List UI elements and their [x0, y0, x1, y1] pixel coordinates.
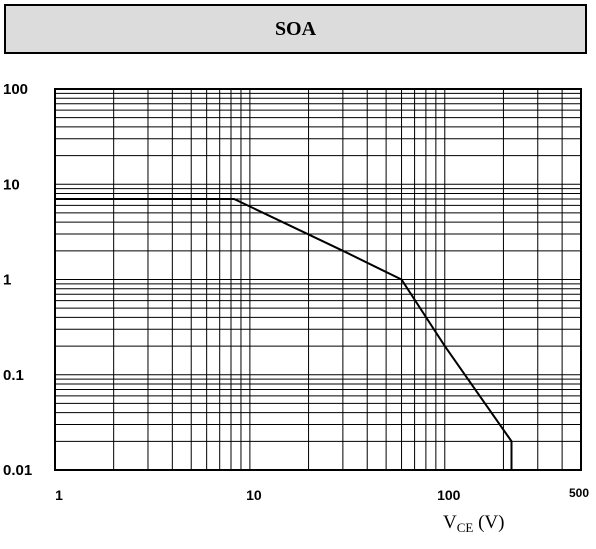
x-tick-label: 500 — [569, 486, 589, 500]
y-tick-labels: 100 10 1 0.1 0.01 — [3, 81, 32, 479]
y-tick-label: 0.1 — [3, 367, 24, 384]
x-tick-label: 10 — [246, 487, 262, 503]
chart-grid — [55, 89, 581, 470]
x-axis-label-sub: CE — [456, 520, 474, 535]
x-axis-label-unit: (V) — [478, 512, 505, 533]
y-tick-label: 1 — [3, 272, 11, 289]
x-tick-label: 100 — [437, 487, 461, 503]
x-axis-label-main: V — [443, 512, 457, 533]
x-tick-label: 1 — [55, 487, 63, 503]
y-tick-label: 0.01 — [3, 462, 32, 479]
x-tick-labels: 1 10 100 500 — [55, 486, 589, 503]
y-tick-label: 10 — [3, 176, 20, 193]
plot-frame — [54, 88, 582, 471]
soa-boundary-line — [55, 198, 513, 470]
chart-title: SOA — [4, 4, 587, 54]
y-tick-label: 100 — [3, 81, 28, 98]
x-axis-label: VCE (V) — [443, 512, 505, 536]
